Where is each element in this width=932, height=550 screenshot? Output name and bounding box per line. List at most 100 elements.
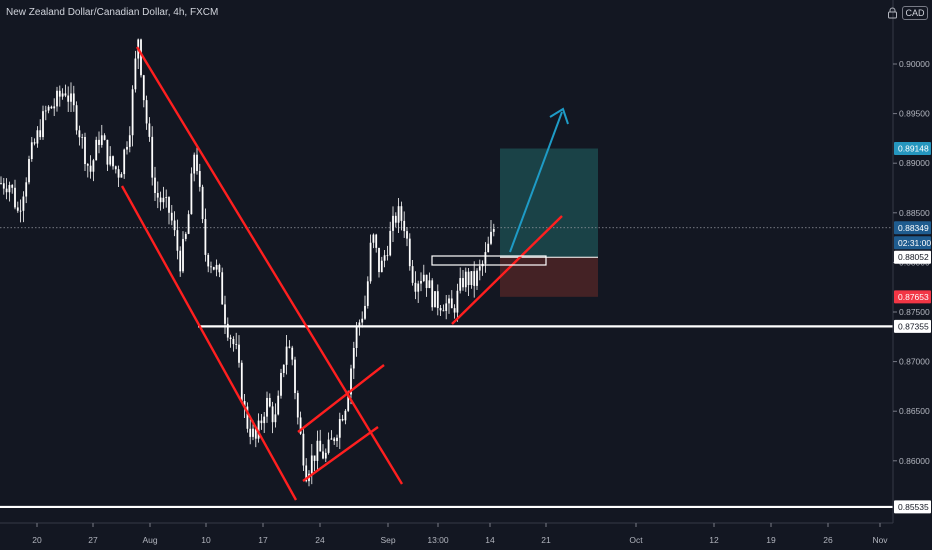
candle-body bbox=[364, 305, 366, 319]
candle-body bbox=[392, 215, 394, 231]
candle bbox=[420, 272, 422, 292]
candle-body bbox=[436, 291, 439, 309]
time-axis-background bbox=[0, 523, 932, 550]
lock-icon[interactable] bbox=[887, 7, 898, 19]
candle bbox=[196, 145, 198, 175]
candle-body bbox=[114, 166, 117, 170]
candle-body bbox=[126, 146, 128, 150]
candle-body bbox=[302, 433, 305, 466]
candle-body bbox=[98, 139, 100, 145]
candle-body bbox=[36, 130, 39, 144]
price-label-badge bbox=[894, 319, 931, 333]
candle bbox=[75, 101, 78, 135]
candle-body bbox=[369, 242, 372, 282]
candle-body bbox=[14, 187, 16, 208]
candle bbox=[204, 208, 207, 262]
candle-body bbox=[352, 347, 355, 369]
candle-body bbox=[240, 362, 243, 401]
chart-title: New Zealand Dollar/Canadian Dollar, 4h, … bbox=[6, 7, 219, 18]
candle-body bbox=[184, 233, 187, 239]
candle bbox=[64, 84, 67, 98]
candle-body bbox=[344, 410, 347, 421]
candle bbox=[338, 412, 341, 449]
time-tick-label: 12 bbox=[709, 535, 719, 545]
candle-body bbox=[67, 95, 70, 102]
candle-body bbox=[221, 272, 224, 305]
candle bbox=[310, 444, 313, 485]
candle-body bbox=[417, 283, 420, 292]
candle bbox=[439, 305, 442, 317]
candle bbox=[50, 105, 53, 109]
candle-body bbox=[39, 130, 42, 138]
candle-body bbox=[53, 106, 56, 109]
candle bbox=[254, 427, 257, 448]
candle bbox=[120, 172, 123, 178]
candle-body bbox=[56, 90, 58, 107]
candle-body bbox=[280, 372, 282, 396]
projection-arrow-line bbox=[509, 111, 563, 253]
candle-body bbox=[414, 282, 417, 292]
candle bbox=[352, 341, 355, 380]
candle-body bbox=[235, 344, 238, 345]
candle bbox=[131, 85, 134, 147]
candle bbox=[366, 276, 369, 309]
price-label-badge bbox=[894, 142, 931, 156]
candle bbox=[70, 82, 72, 112]
candle-body bbox=[464, 271, 467, 288]
price-label-badge bbox=[894, 221, 931, 235]
candle bbox=[5, 178, 8, 200]
candle-body bbox=[2, 183, 5, 189]
candle-body bbox=[61, 93, 64, 97]
price-label-text: 0.88349 bbox=[898, 223, 929, 233]
candle-body bbox=[154, 177, 156, 193]
candle bbox=[406, 227, 408, 247]
candle bbox=[397, 197, 400, 234]
candle-body bbox=[428, 280, 431, 289]
candle bbox=[288, 340, 291, 349]
candle bbox=[372, 233, 375, 249]
candle-body bbox=[28, 159, 30, 183]
candle-body bbox=[319, 440, 322, 452]
candle-body bbox=[330, 438, 333, 440]
candle bbox=[182, 231, 184, 274]
candle bbox=[445, 295, 448, 320]
candle bbox=[114, 165, 117, 174]
candle-body bbox=[165, 197, 168, 198]
candle-body bbox=[8, 184, 11, 193]
candle-body bbox=[372, 234, 375, 243]
candle bbox=[218, 263, 221, 278]
candle bbox=[232, 336, 235, 352]
candle bbox=[456, 283, 459, 322]
candle-body bbox=[470, 271, 473, 286]
candle bbox=[355, 322, 358, 357]
candle bbox=[268, 393, 271, 408]
candle bbox=[313, 455, 316, 471]
candle bbox=[22, 191, 25, 223]
candle bbox=[442, 304, 445, 312]
candle bbox=[19, 199, 22, 223]
candle-body bbox=[277, 395, 280, 415]
candle-body bbox=[361, 318, 364, 323]
candle-body bbox=[170, 212, 173, 221]
candle bbox=[56, 86, 58, 112]
candle bbox=[212, 266, 215, 271]
candle-body bbox=[19, 210, 22, 212]
candle-body bbox=[106, 139, 109, 165]
candle-body bbox=[439, 308, 442, 311]
candle-body bbox=[131, 89, 134, 136]
candle bbox=[285, 334, 288, 375]
candle-body bbox=[456, 290, 459, 313]
candle-body bbox=[333, 438, 336, 442]
candle bbox=[361, 311, 364, 328]
candle bbox=[25, 177, 28, 204]
currency-badge[interactable]: CAD bbox=[902, 6, 928, 20]
candle-body bbox=[274, 414, 277, 423]
candle bbox=[98, 131, 100, 154]
price-tick-label: 0.88500 bbox=[899, 208, 930, 218]
candle-body bbox=[383, 255, 386, 261]
candle-body bbox=[322, 451, 324, 459]
candle bbox=[336, 434, 338, 447]
candle-body bbox=[408, 238, 411, 267]
